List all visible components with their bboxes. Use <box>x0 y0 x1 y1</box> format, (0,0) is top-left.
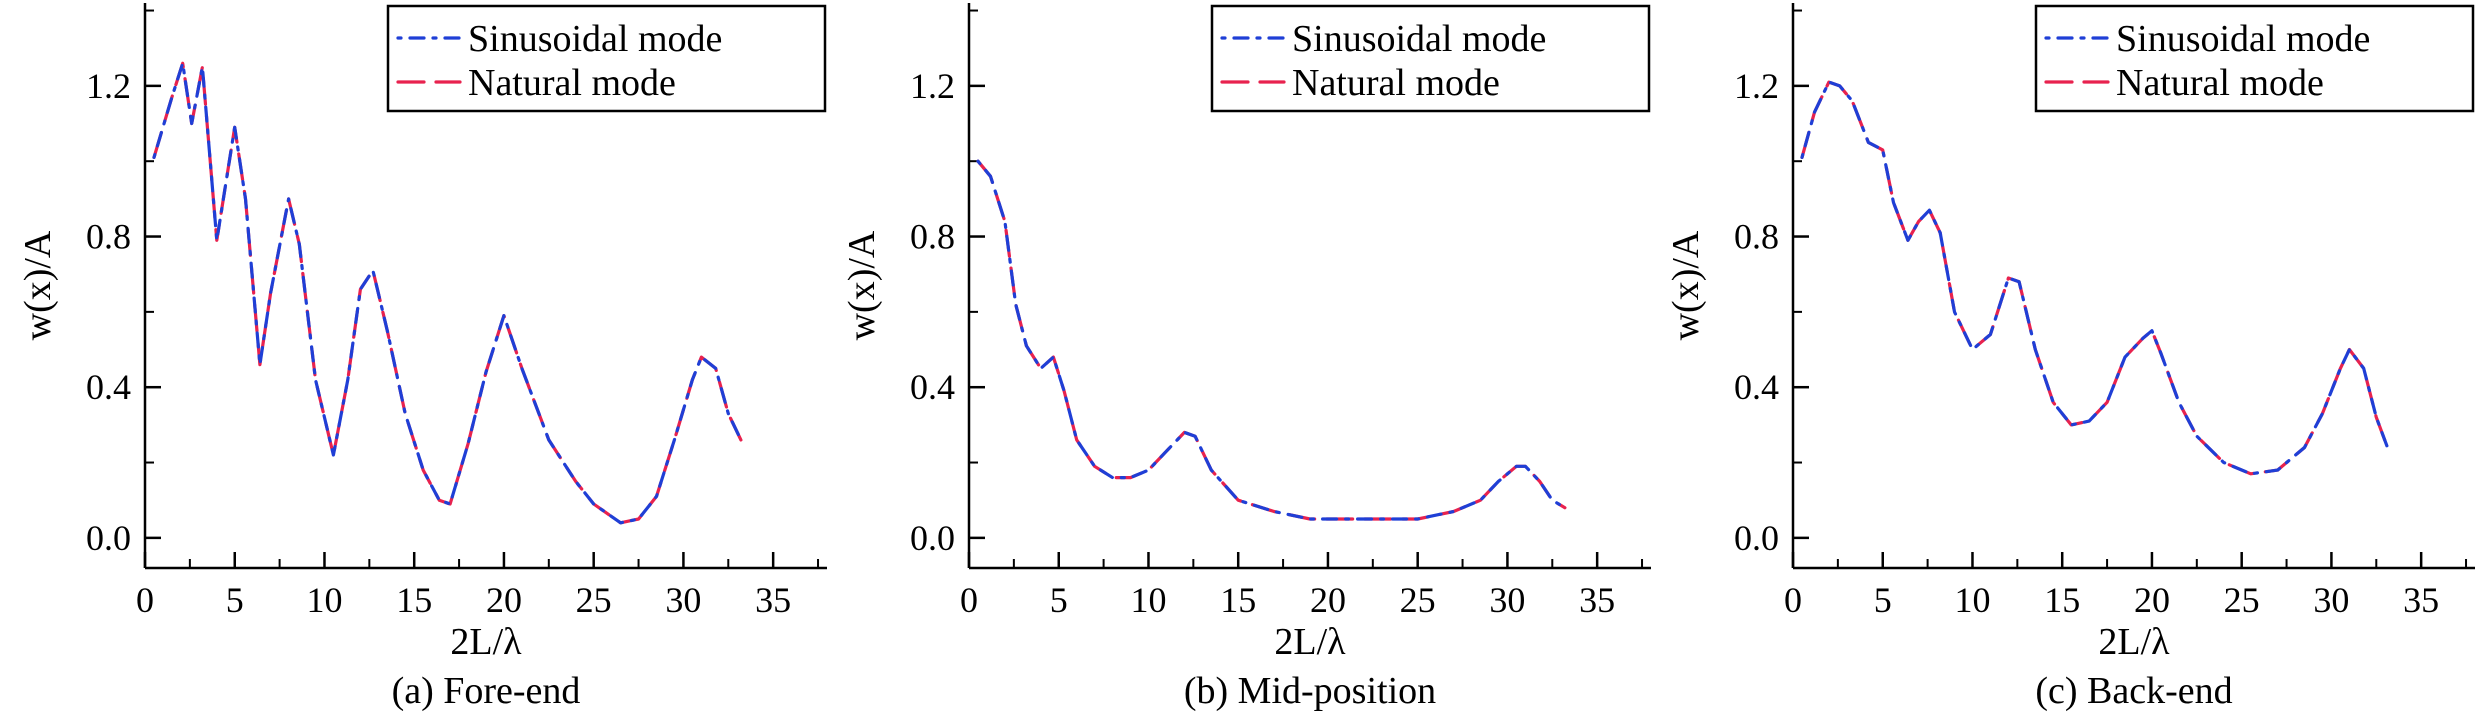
y-axis-label: w(x)/A <box>1665 230 1707 340</box>
x-tick-label: 20 <box>1310 580 1346 620</box>
panel-b: 0 5 10 15 20 25 30 35 0.0 0.4 0.8 1.2 w(x)/A 2L/λ (b) … <box>841 3 1651 712</box>
sinusoidal-mode-line <box>1800 80 2391 476</box>
x-tick-label: 5 <box>226 580 244 620</box>
legend-label: Natural mode <box>468 62 676 104</box>
y-tick-label: 0.0 <box>1734 518 1779 558</box>
x-tick-label: 30 <box>1489 580 1525 620</box>
legend-label: Sinusoidal mode <box>468 18 722 60</box>
x-axis-label: 2L/λ <box>450 621 522 663</box>
x-tick-label: 15 <box>396 580 432 620</box>
y-tick-label: 0.8 <box>1734 217 1779 257</box>
legend-label: Sinusoidal mode <box>1292 18 1546 60</box>
legend-box <box>386 4 827 113</box>
x-tick-label: 15 <box>1220 580 1256 620</box>
x-tick-label: 0 <box>1784 580 1802 620</box>
x-tick-label: 0 <box>136 580 154 620</box>
x-tick-label: 0 <box>960 580 978 620</box>
x-tick-label: 5 <box>1050 580 1068 620</box>
x-axis-label: 2L/λ <box>1274 621 1346 663</box>
y-tick-label: 0.8 <box>86 217 131 257</box>
legend-label: Natural mode <box>1292 62 1500 104</box>
y-tick-label: 1.2 <box>86 66 131 106</box>
x-tick-label: 10 <box>1130 580 1166 620</box>
sinusoidal-mode-line <box>976 159 1567 521</box>
y-tick-label: 0.8 <box>910 217 955 257</box>
y-axis-label: w(x)/A <box>841 230 883 340</box>
panel-a: 0 5 10 15 20 25 30 35 0.0 0.4 0.8 1.2 w(x)/A 2L/λ (a) … <box>17 3 827 712</box>
x-tick-label: 10 <box>306 580 342 620</box>
y-axis-label: w(x)/A <box>17 230 59 340</box>
x-tick-label: 20 <box>2134 580 2170 620</box>
panel-caption: (b) Mid-position <box>1184 670 1436 712</box>
x-tick-label: 35 <box>1579 580 1615 620</box>
sinusoidal-mode-line <box>152 61 743 525</box>
legend-box <box>2034 4 2475 113</box>
legend-label: Natural mode <box>2116 62 2324 104</box>
legend-box <box>1210 4 1651 113</box>
panel-c: 0 5 10 15 20 25 30 35 0.0 0.4 0.8 1.2 w(x)/A 2L/λ (c) … <box>1665 3 2475 712</box>
natural-mode-line <box>152 61 743 525</box>
x-tick-label: 10 <box>1954 580 1990 620</box>
x-tick-label: 25 <box>1400 580 1436 620</box>
y-tick-label: 0.4 <box>86 367 131 407</box>
x-axis-label: 2L/λ <box>2098 621 2170 663</box>
x-tick-label: 35 <box>2403 580 2439 620</box>
x-tick-label: 35 <box>755 580 791 620</box>
y-tick-label: 1.2 <box>1734 66 1779 106</box>
panel-caption: (c) Back-end <box>2035 670 2232 712</box>
x-tick-label: 30 <box>2313 580 2349 620</box>
x-tick-label: 20 <box>486 580 522 620</box>
x-tick-label: 25 <box>576 580 612 620</box>
x-tick-label: 5 <box>1874 580 1892 620</box>
x-tick-label: 30 <box>665 580 701 620</box>
y-tick-label: 1.2 <box>910 66 955 106</box>
x-tick-label: 15 <box>2044 580 2080 620</box>
y-tick-label: 0.0 <box>86 518 131 558</box>
natural-mode-line <box>976 159 1567 521</box>
legend-label: Sinusoidal mode <box>2116 18 2370 60</box>
panel-caption: (a) Fore-end <box>392 670 581 712</box>
x-tick-label: 25 <box>2224 580 2260 620</box>
y-tick-label: 0.0 <box>910 518 955 558</box>
y-tick-label: 0.4 <box>910 367 955 407</box>
y-tick-label: 0.4 <box>1734 367 1779 407</box>
